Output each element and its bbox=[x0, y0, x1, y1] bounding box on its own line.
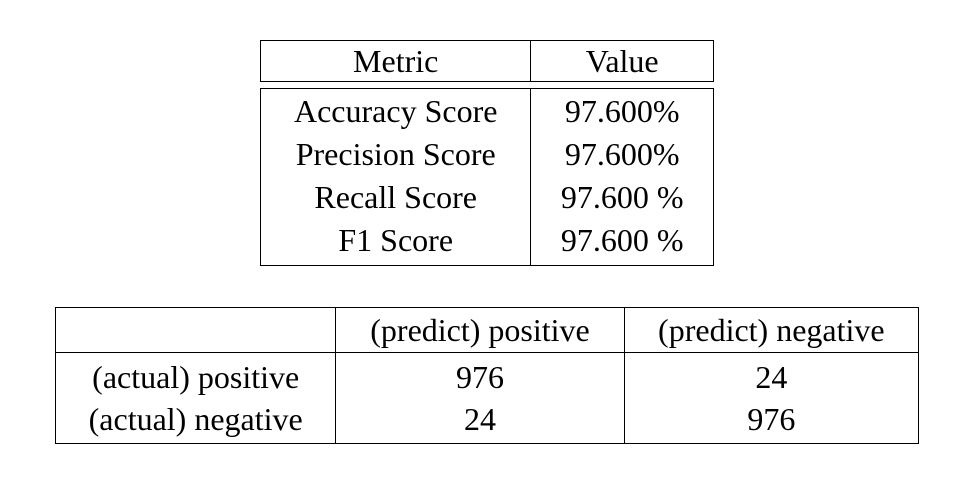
value-column-header: Value bbox=[585, 42, 659, 79]
actual-label-column: (actual) positive (actual) negative bbox=[56, 353, 337, 443]
metric-value-column: 97.600% 97.600% 97.600 % 97.600 % bbox=[531, 89, 713, 265]
metric-value-precision: 97.600% bbox=[564, 136, 680, 172]
metric-name-precision: Precision Score bbox=[295, 136, 496, 172]
actual-negative-label: (actual) negative bbox=[88, 400, 303, 437]
confusion-body: (actual) positive (actual) negative 976 … bbox=[56, 353, 918, 443]
predict-negative-column: 24 976 bbox=[625, 353, 918, 443]
confusion-header-row: (predict) positive (predict) negative bbox=[56, 308, 918, 353]
metric-name-column: Accuracy Score Precision Score Recall Sc… bbox=[261, 89, 532, 265]
predict-positive-header: (predict) positive bbox=[336, 308, 625, 352]
true-positive-cell: 976 bbox=[456, 358, 504, 395]
predict-negative-header: (predict) negative bbox=[658, 311, 885, 348]
metrics-table: Metric Value Accuracy Score Precision Sc… bbox=[260, 40, 714, 266]
metric-name-recall: Recall Score bbox=[314, 179, 477, 215]
predict-positive-column: 976 24 bbox=[336, 353, 625, 443]
true-negative-cell: 976 bbox=[747, 400, 796, 437]
actual-positive-label: (actual) positive bbox=[92, 358, 300, 395]
metric-value-accuracy: 97.600% bbox=[564, 93, 680, 129]
metric-value-recall: 97.600 % bbox=[560, 179, 684, 215]
false-negative-cell: 24 bbox=[755, 358, 788, 395]
metrics-body: Accuracy Score Precision Score Recall Sc… bbox=[260, 88, 714, 266]
metric-name-f1: F1 Score bbox=[338, 222, 454, 258]
metric-value-f1: 97.600 % bbox=[560, 222, 684, 258]
metrics-header-row: Metric Value bbox=[260, 40, 714, 82]
confusion-matrix-table: (predict) positive (predict) negative (a… bbox=[55, 307, 919, 444]
metric-name-accuracy: Accuracy Score bbox=[293, 93, 498, 129]
confusion-corner-cell bbox=[56, 308, 337, 352]
false-positive-cell: 24 bbox=[464, 400, 496, 437]
metric-column-header: Metric bbox=[261, 41, 532, 81]
